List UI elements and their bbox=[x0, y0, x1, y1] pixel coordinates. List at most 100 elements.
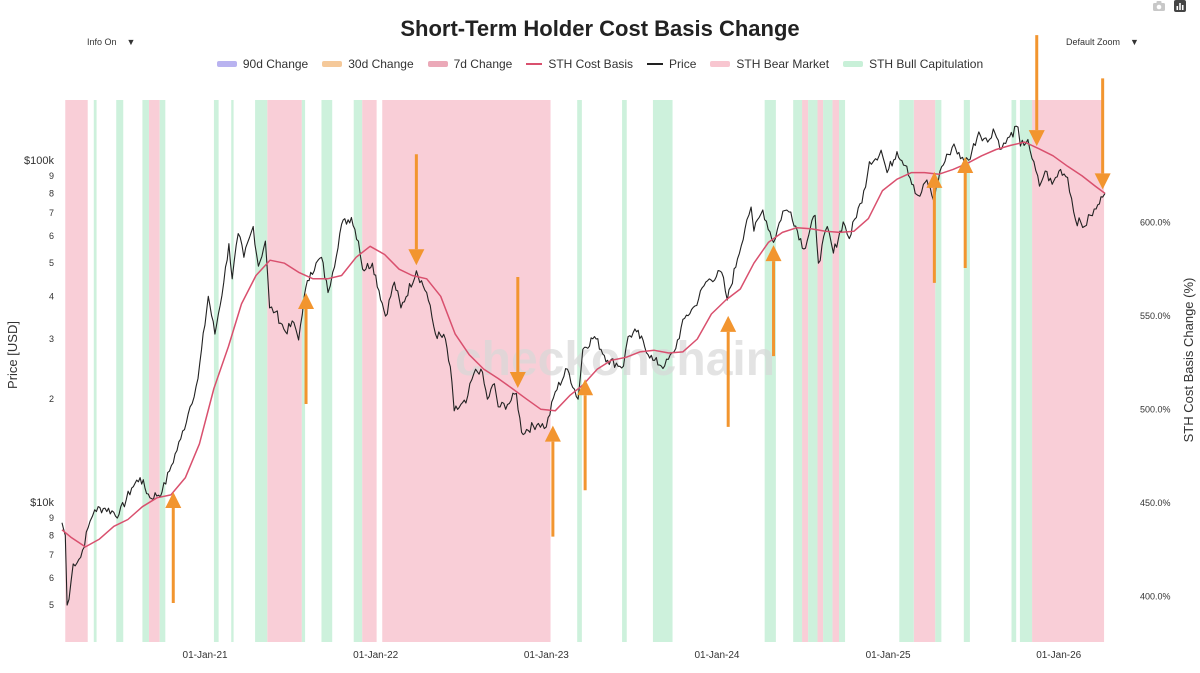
y-axis-left-minor-tick: 6 bbox=[49, 573, 54, 583]
y-axis-left-minor-tick: 7 bbox=[49, 208, 54, 218]
legend-item[interactable]: STH Bear Market bbox=[710, 57, 829, 71]
y-axis-left-minor-tick: 4 bbox=[49, 291, 54, 301]
info-toggle[interactable]: Info On ▼ bbox=[87, 37, 135, 47]
legend-swatch bbox=[710, 61, 731, 67]
legend-label: 7d Change bbox=[453, 57, 513, 71]
down-arrow-annotation bbox=[509, 276, 526, 388]
arrow-head bbox=[926, 171, 943, 188]
y-axis-left-minor-tick: 8 bbox=[49, 530, 54, 540]
down-arrow-annotation bbox=[1028, 35, 1045, 147]
bear-market-band bbox=[362, 100, 377, 642]
bear-market-band bbox=[148, 100, 160, 642]
arrow-head bbox=[408, 249, 425, 266]
bear-market-band bbox=[267, 100, 302, 642]
down-arrow-annotation bbox=[1094, 78, 1111, 190]
y-axis-right-tick: 400.0% bbox=[1140, 591, 1171, 601]
arrow-head bbox=[298, 293, 315, 310]
bull-capitulation-band bbox=[652, 100, 673, 642]
bull-capitulation-band bbox=[808, 100, 818, 642]
bear-market-band bbox=[65, 100, 88, 642]
legend-label: STH Bull Capitulation bbox=[869, 57, 984, 71]
bull-capitulation-band bbox=[231, 100, 234, 642]
y-axis-left-tick: $100k bbox=[24, 155, 54, 167]
legend-label: STH Bear Market bbox=[736, 57, 830, 71]
legend: 90d Change 30d Change 7d Change STH Cost… bbox=[0, 57, 1200, 71]
zoom-select[interactable]: Default Zoom ▼ bbox=[1066, 37, 1139, 47]
y-axis-left-minor-tick: 5 bbox=[49, 600, 54, 610]
y-axis-right-tick: 550.0% bbox=[1140, 311, 1171, 321]
axes: $10k $100k 5 6 7 8 9 2 3 4 5 6 7 8 9 400.0% 450.0% 500.0%… bbox=[24, 155, 1171, 661]
y-axis-right-tick: 450.0% bbox=[1140, 498, 1171, 508]
bull-capitulation-band bbox=[793, 100, 803, 642]
bear-market-band bbox=[1032, 100, 1105, 642]
y-axis-left-minor-tick: 8 bbox=[49, 188, 54, 198]
legend-label: 90d Change bbox=[242, 57, 309, 71]
legend-label: STH Cost Basis bbox=[548, 57, 634, 71]
chart-title: Short-Term Holder Cost Basis Change bbox=[400, 16, 800, 41]
arrow-head bbox=[577, 379, 594, 396]
y-axis-left-tick: $10k bbox=[30, 497, 54, 509]
bull-capitulation-band bbox=[899, 100, 914, 642]
y-axis-left-minor-tick: 2 bbox=[49, 394, 54, 404]
arrow-head bbox=[720, 315, 737, 332]
legend-label: Price bbox=[669, 57, 697, 71]
arrow-head bbox=[1094, 173, 1111, 190]
y-axis-left-minor-tick: 9 bbox=[49, 171, 54, 181]
zoom-select-label: Default Zoom bbox=[1066, 37, 1121, 47]
y-axis-right-title: STH Cost Basis Change (%) bbox=[1181, 278, 1196, 443]
up-arrow-annotation bbox=[165, 492, 182, 604]
bear-market-band bbox=[802, 100, 809, 642]
up-arrow-annotation bbox=[957, 156, 974, 268]
legend-item[interactable]: 90d Change bbox=[216, 57, 309, 71]
up-arrow-annotation bbox=[720, 315, 737, 427]
y-axis-left-minor-tick: 6 bbox=[49, 231, 54, 241]
legend-item[interactable]: Price bbox=[647, 57, 696, 71]
bull-capitulation-band bbox=[142, 100, 149, 642]
bear-market-band bbox=[913, 100, 936, 642]
bull-capitulation-band bbox=[823, 100, 833, 642]
up-arrow-annotation bbox=[298, 293, 315, 405]
bull-capitulation-band bbox=[213, 100, 219, 642]
bull-capitulation-band bbox=[935, 100, 942, 642]
legend-item[interactable]: 7d Change bbox=[427, 57, 513, 71]
bull-capitulation-band bbox=[1011, 100, 1017, 642]
x-axis-tick: 01-Jan-21 bbox=[183, 650, 228, 661]
arrow-head bbox=[765, 245, 782, 262]
bull-capitulation-band bbox=[93, 100, 97, 642]
legend-swatch bbox=[216, 61, 237, 67]
arrow-head bbox=[957, 156, 974, 173]
chevron-down-icon: ▼ bbox=[126, 37, 136, 47]
y-axis-left-minor-tick: 5 bbox=[49, 258, 54, 268]
legend-item[interactable]: 30d Change bbox=[322, 57, 414, 71]
info-toggle-label: Info On bbox=[87, 37, 117, 47]
arrow-head bbox=[1028, 130, 1045, 147]
legend-swatch bbox=[843, 61, 864, 67]
legend-swatch bbox=[526, 63, 543, 65]
legend-item[interactable]: STH Bull Capitulation bbox=[843, 57, 983, 71]
camera-icon[interactable] bbox=[1152, 0, 1166, 15]
bull-capitulation-band bbox=[963, 100, 970, 642]
up-arrow-annotation bbox=[926, 171, 943, 283]
bull-capitulation-band bbox=[255, 100, 268, 642]
bull-capitulation-band bbox=[321, 100, 333, 642]
bull-capitulation-band bbox=[764, 100, 776, 642]
y-axis-right-tick: 600.0% bbox=[1140, 217, 1171, 227]
legend-swatch bbox=[427, 61, 448, 67]
bar-chart-icon[interactable] bbox=[1174, 0, 1186, 15]
arrow-head bbox=[165, 492, 182, 509]
bull-capitulation-band bbox=[353, 100, 363, 642]
bull-capitulation-band bbox=[159, 100, 166, 642]
x-axis-tick: 01-Jan-22 bbox=[353, 650, 398, 661]
bear-market-band bbox=[832, 100, 839, 642]
bull-capitulation-band bbox=[838, 100, 846, 642]
y-axis-left-title: Price [USD] bbox=[5, 321, 20, 389]
x-axis-tick: 01-Jan-24 bbox=[694, 650, 739, 661]
annotation-arrows bbox=[165, 35, 1111, 604]
x-axis-tick: 01-Jan-25 bbox=[866, 650, 911, 661]
up-arrow-annotation bbox=[577, 379, 594, 491]
legend-item[interactable]: STH Cost Basis bbox=[526, 57, 633, 71]
bull-capitulation-band bbox=[301, 100, 306, 642]
arrow-head bbox=[509, 371, 526, 388]
regime-bands bbox=[65, 100, 1105, 642]
